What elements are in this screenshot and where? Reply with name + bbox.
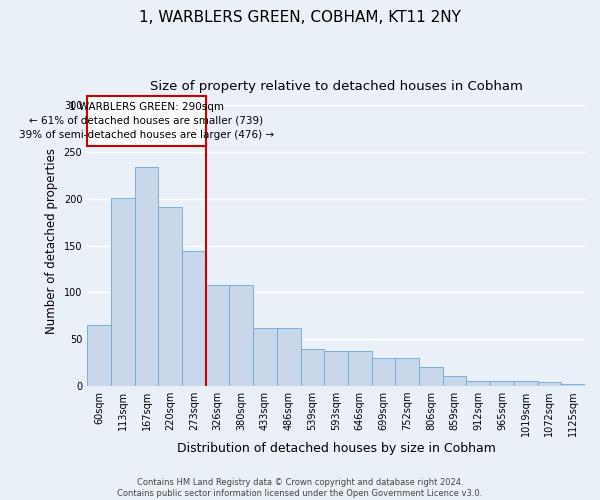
Title: Size of property relative to detached houses in Cobham: Size of property relative to detached ho…: [149, 80, 523, 93]
Bar: [371, 358, 395, 386]
Bar: [419, 368, 443, 386]
Bar: [158, 207, 182, 386]
Bar: [466, 382, 490, 386]
X-axis label: Distribution of detached houses by size in Cobham: Distribution of detached houses by size …: [176, 442, 496, 455]
Bar: [206, 285, 229, 386]
Bar: [111, 198, 134, 386]
Bar: [87, 325, 111, 386]
Bar: [443, 376, 466, 386]
Bar: [87, 96, 206, 146]
Bar: [301, 348, 324, 386]
Bar: [229, 285, 253, 386]
Bar: [348, 352, 371, 386]
Bar: [490, 382, 514, 386]
Text: 1, WARBLERS GREEN, COBHAM, KT11 2NY: 1, WARBLERS GREEN, COBHAM, KT11 2NY: [139, 10, 461, 25]
Text: 1 WARBLERS GREEN: 290sqm
← 61% of detached houses are smaller (739)
39% of semi-: 1 WARBLERS GREEN: 290sqm ← 61% of detach…: [19, 102, 274, 140]
Bar: [324, 352, 348, 386]
Bar: [134, 167, 158, 386]
Bar: [561, 384, 585, 386]
Bar: [538, 382, 561, 386]
Text: Contains HM Land Registry data © Crown copyright and database right 2024.
Contai: Contains HM Land Registry data © Crown c…: [118, 478, 482, 498]
Y-axis label: Number of detached properties: Number of detached properties: [45, 148, 58, 334]
Bar: [253, 328, 277, 386]
Bar: [395, 358, 419, 386]
Bar: [277, 328, 301, 386]
Bar: [514, 382, 538, 386]
Bar: [182, 251, 206, 386]
